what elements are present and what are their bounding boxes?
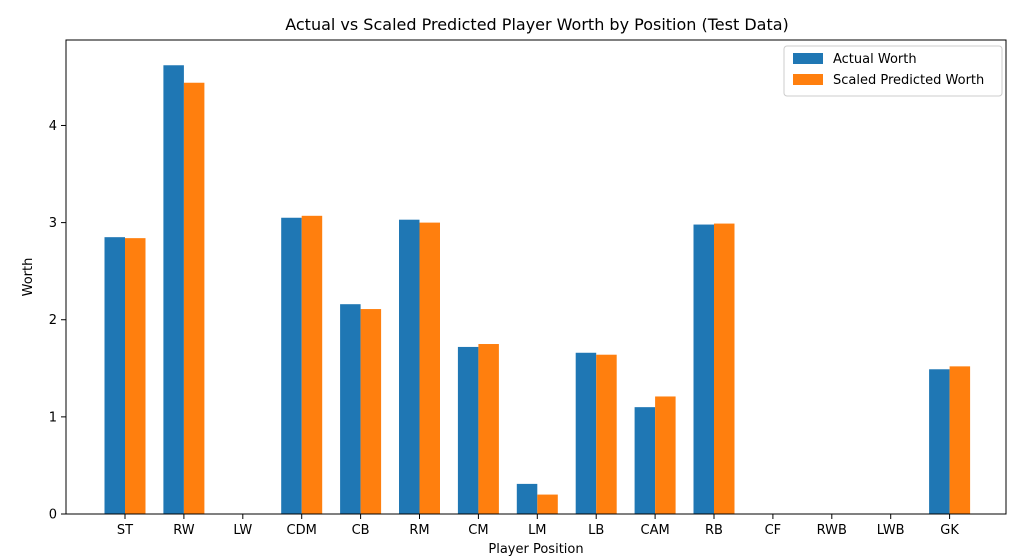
- x-tick-label-cdm: CDM: [287, 523, 317, 538]
- bar-scaled-predicted-worth-st: [125, 238, 146, 515]
- bar-actual-worth-st: [104, 237, 125, 515]
- bar-actual-worth-rb: [693, 224, 714, 514]
- bar-scaled-predicted-worth-rw: [183, 82, 205, 514]
- y-axis-title: Worth: [21, 258, 36, 297]
- x-tick-label-lb: LB: [588, 523, 604, 538]
- bar-actual-worth-cam: [634, 407, 656, 514]
- legend-swatch-scaled-predicted-worth: [793, 74, 823, 85]
- legend-swatch-actual-worth: [793, 53, 823, 64]
- bar-scaled-predicted-worth-cdm: [301, 215, 323, 514]
- bar-actual-worth-cm: [457, 346, 479, 514]
- bar-scaled-predicted-worth-lb: [596, 354, 617, 514]
- x-tick-label-lw: LW: [233, 523, 252, 538]
- y-tick-label: 2: [49, 313, 57, 328]
- plot-frame: [65, 39, 1007, 515]
- bar-scaled-predicted-worth-rm: [419, 222, 440, 514]
- legend: Actual Worth Scaled Predicted Worth: [783, 45, 1003, 97]
- bar-actual-worth-lm: [516, 483, 538, 514]
- x-tick-label-st: ST: [117, 523, 133, 538]
- chart-title: Actual vs Scaled Predicted Player Worth …: [285, 15, 789, 34]
- x-tick-label-rb: RB: [705, 523, 723, 538]
- bar-scaled-predicted-worth-cb: [360, 309, 382, 514]
- bar-scaled-predicted-worth-rb: [714, 223, 735, 514]
- bar-scaled-predicted-worth-cam: [655, 396, 676, 514]
- y-tick-label: 0: [49, 508, 57, 523]
- x-tick-label-lwb: LWB: [877, 523, 905, 538]
- bar-actual-worth-rw: [163, 65, 184, 515]
- x-axis: ST RW LW CDM CB RM CM LM LB CAM RB CF RWB LWB GK: [117, 514, 959, 538]
- x-tick-label-cam: CAM: [641, 523, 670, 538]
- x-tick-label-cb: CB: [352, 523, 370, 538]
- bar-scaled-predicted-worth-lm: [537, 494, 558, 514]
- y-tick-label: 4: [49, 119, 57, 134]
- legend-box: [783, 45, 1003, 97]
- bar-scaled-predicted-worth-gk: [949, 366, 971, 514]
- x-tick-label-rw: RW: [173, 523, 195, 538]
- x-tick-label-cf: CF: [765, 523, 782, 538]
- bar-actual-worth-gk: [929, 369, 950, 514]
- legend-label-scaled-predicted-worth: Scaled Predicted Worth: [833, 73, 984, 88]
- bar-scaled-predicted-worth-cm: [478, 344, 499, 514]
- x-tick-label-rm: RM: [409, 523, 429, 538]
- bar-actual-worth-lb: [575, 352, 597, 514]
- y-axis: 0 1 2 3 4: [49, 119, 66, 523]
- x-tick-label-rwb: RWB: [817, 523, 847, 538]
- x-tick-label-lm: LM: [528, 523, 546, 538]
- bars-layer: [104, 65, 971, 515]
- bar-actual-worth-cdm: [281, 217, 302, 514]
- y-tick-label: 3: [49, 216, 57, 231]
- bar-actual-worth-rm: [399, 219, 420, 514]
- x-tick-label-cm: CM: [468, 523, 488, 538]
- x-axis-title: Player Position: [488, 542, 583, 557]
- y-tick-label: 1: [49, 410, 57, 425]
- legend-label-actual-worth: Actual Worth: [833, 52, 917, 67]
- bar-actual-worth-cb: [340, 304, 361, 514]
- x-tick-label-gk: GK: [940, 523, 959, 538]
